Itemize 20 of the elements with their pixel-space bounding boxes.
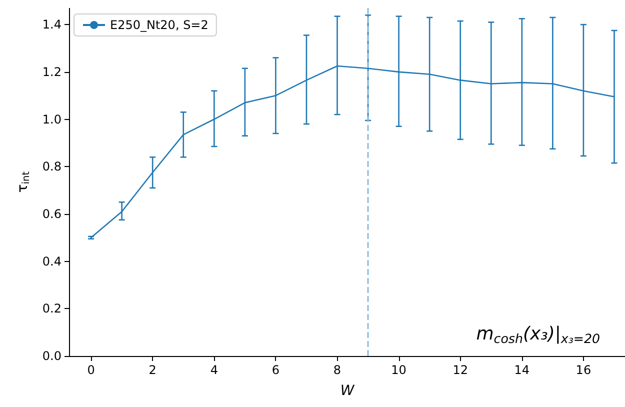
x-tick-label: 8 — [333, 363, 342, 377]
y-tick-label: 0.0 — [42, 349, 62, 363]
x-tick-label: 2 — [148, 363, 156, 377]
x-tick-label: 4 — [210, 363, 218, 377]
legend-label: E250_Nt20, S=2 — [110, 18, 208, 32]
x-tick-label: 6 — [272, 363, 280, 377]
x-tick-label: 16 — [576, 363, 592, 377]
x-tick-label: 14 — [514, 363, 530, 377]
y-tick-label: 0.4 — [42, 254, 62, 268]
x-tick-label: 12 — [452, 363, 468, 377]
x-tick-label: 10 — [391, 363, 406, 377]
y-tick-label: 1.0 — [42, 112, 62, 126]
x-axis-title: W — [340, 383, 356, 399]
y-tick-label: 1.4 — [42, 18, 62, 32]
x-tick-label: 0 — [87, 363, 95, 377]
y-tick-label: 0.6 — [42, 206, 62, 221]
y-axis-title: τint — [15, 171, 32, 193]
y-tick-label: 0.2 — [42, 302, 62, 316]
y-tick-label: 0.8 — [42, 160, 62, 174]
y-tick-label: 1.2 — [42, 64, 62, 79]
